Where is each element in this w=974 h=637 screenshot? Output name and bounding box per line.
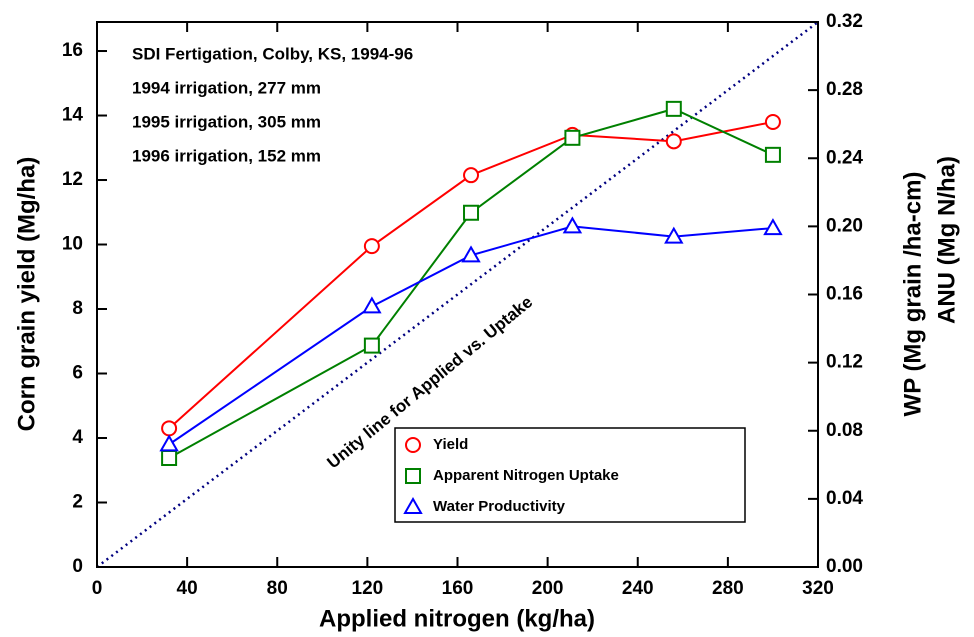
marker xyxy=(161,420,178,437)
y2-tick-label: 0.12 xyxy=(826,352,863,373)
y2-axis-label: WP (Mg grain /ha-cm) xyxy=(899,172,926,417)
marker xyxy=(763,218,783,236)
y2-tick-label: 0.04 xyxy=(826,488,863,509)
y2-tick-label: 0.32 xyxy=(826,11,863,32)
annotation: 1994 irrigation, 277 mm xyxy=(132,78,321,97)
y-tick-label: 10 xyxy=(62,234,83,255)
y-tick-label: 14 xyxy=(62,105,84,126)
marker xyxy=(665,100,682,117)
x-axis-label: Applied nitrogen (kg/ha) xyxy=(319,605,595,632)
series-line xyxy=(168,225,774,446)
unity-line xyxy=(96,21,819,568)
x-tick-label: 80 xyxy=(267,578,288,599)
x-tick-label: 120 xyxy=(352,578,384,599)
marker xyxy=(362,296,382,314)
y2-tick-label: 0.24 xyxy=(826,147,863,168)
x-tick-label: 320 xyxy=(802,578,834,599)
y2-tick-label: 0.28 xyxy=(826,79,863,100)
y-tick-label: 6 xyxy=(72,363,83,384)
x-tick-label: 280 xyxy=(712,578,744,599)
marker xyxy=(562,216,583,234)
marker xyxy=(764,113,781,130)
y-tick-label: 8 xyxy=(72,298,83,319)
y2-tick-label: 0.08 xyxy=(826,420,863,441)
marker xyxy=(664,226,684,244)
y2-tick-label: 0.16 xyxy=(826,284,863,305)
y-tick-label: 16 xyxy=(62,40,83,61)
annotation: SDI Fertigation, Colby, KS, 1994-96 xyxy=(132,44,413,63)
marker xyxy=(463,167,480,184)
y-tick-label: 12 xyxy=(62,169,83,190)
x-tick-label: 40 xyxy=(177,578,198,599)
y2-tick-label: 0.20 xyxy=(826,215,863,236)
legend-label: Yield xyxy=(433,436,468,453)
legend-box xyxy=(394,427,746,523)
y-tick-label: 2 xyxy=(72,492,83,513)
legend-label: Apparent Nitrogen Uptake xyxy=(433,467,619,484)
marker xyxy=(159,434,179,452)
y2-tick-label: 0.00 xyxy=(826,556,863,577)
marker xyxy=(564,129,581,146)
marker xyxy=(764,146,781,163)
y-axis-label: Corn grain yield (Mg/ha) xyxy=(13,157,40,432)
series-line xyxy=(168,120,774,430)
marker xyxy=(363,238,380,255)
marker xyxy=(363,337,380,354)
legend-label: Water Productivity xyxy=(433,498,566,515)
y-tick-label: 0 xyxy=(72,556,83,577)
y-tick-label: 4 xyxy=(72,427,83,448)
legend-marker xyxy=(403,496,423,514)
annotation: 1996 irrigation, 152 mm xyxy=(132,146,321,165)
marker xyxy=(461,245,481,263)
annotation: 1995 irrigation, 305 mm xyxy=(132,112,321,131)
x-tick-label: 0 xyxy=(92,578,103,599)
marker xyxy=(665,133,682,150)
series-line xyxy=(168,107,774,459)
x-tick-label: 240 xyxy=(622,578,654,599)
marker xyxy=(463,204,480,221)
x-tick-label: 200 xyxy=(532,578,564,599)
legend-marker xyxy=(405,468,421,484)
legend-marker xyxy=(405,437,421,453)
y2-axis-label: ANU (Mg N/ha) xyxy=(933,156,960,324)
marker xyxy=(161,450,178,466)
x-tick-label: 160 xyxy=(442,578,474,599)
